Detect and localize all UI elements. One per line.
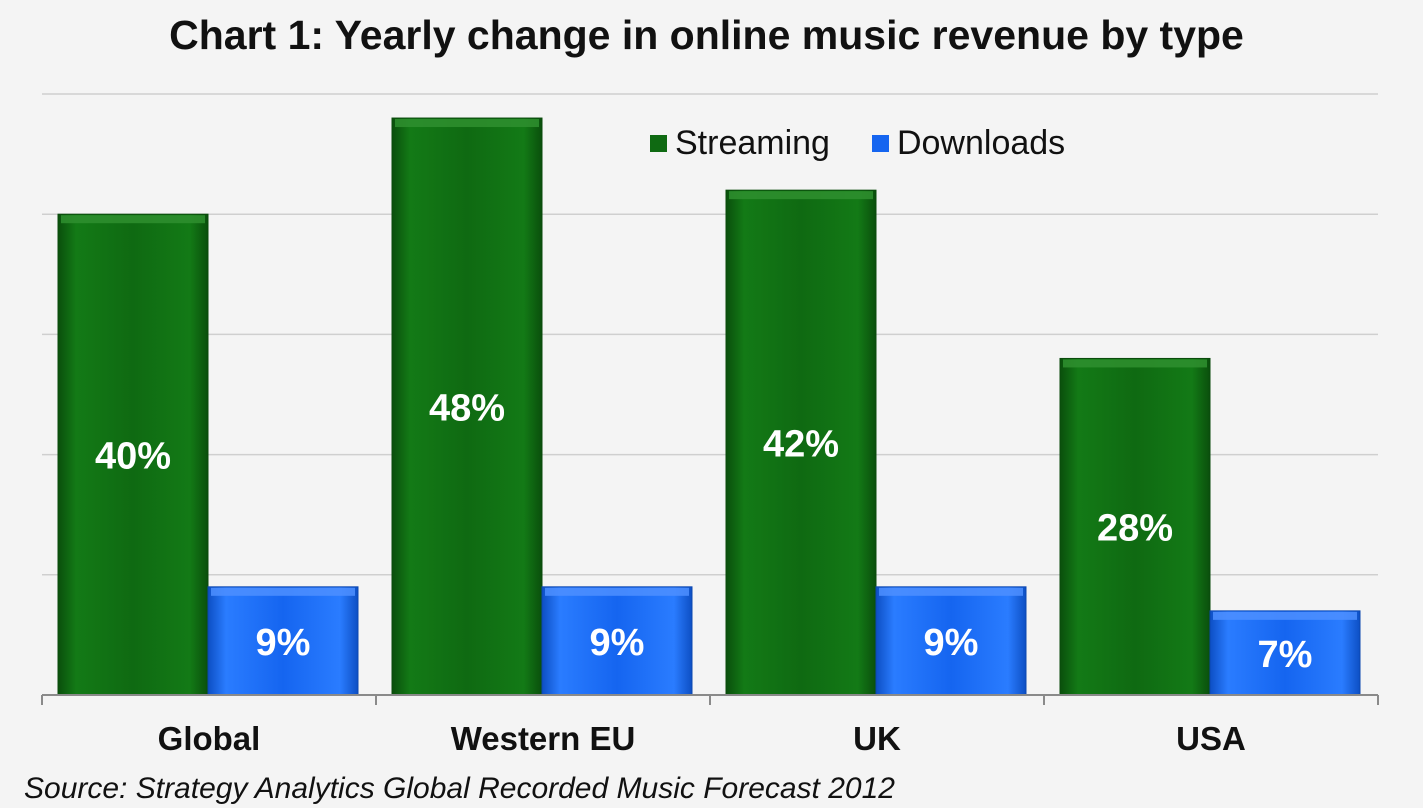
bar-bevel-downloads-global: [211, 587, 355, 596]
bar-streaming-global: [57, 213, 209, 696]
chart-title: Chart 1: Yearly change in online music r…: [169, 12, 1244, 58]
bar-downloads-western-eu: [541, 586, 693, 696]
bar-bevel-streaming-global: [61, 215, 205, 224]
bar-bevel-downloads-western-eu: [545, 587, 689, 596]
bar-bevel-streaming-uk: [729, 191, 873, 200]
bar-bevel-downloads-uk: [879, 587, 1023, 596]
bar-streaming-western-eu: [391, 117, 543, 696]
legend-label-downloads: Downloads: [896, 124, 1066, 162]
x-tick-label-western-eu: Western EU: [451, 720, 636, 757]
bar-downloads-uk: [875, 586, 1027, 696]
legend-swatch-streaming: [650, 135, 667, 152]
data-label-downloads-usa: 7%: [1258, 634, 1313, 676]
data-label-streaming-usa: 28%: [1097, 508, 1173, 550]
data-label-downloads-global: 9%: [256, 622, 311, 664]
data-label-streaming-uk: 42%: [763, 424, 839, 466]
bar-downloads-global: [207, 586, 359, 696]
x-tick-label-usa: USA: [1176, 720, 1246, 757]
legend-item-streaming: Streaming: [650, 124, 830, 163]
bar-streaming-uk: [725, 189, 877, 696]
bar-downloads-usa: [1209, 610, 1361, 696]
source-note: Source: Strategy Analytics Global Record…: [24, 772, 895, 805]
data-label-downloads-western-eu: 9%: [590, 622, 645, 664]
legend-label-streaming: Streaming: [675, 124, 830, 162]
legend-item-downloads: Downloads: [871, 124, 1066, 163]
data-label-streaming-western-eu: 48%: [429, 388, 505, 430]
bar-bevel-downloads-usa: [1213, 611, 1357, 620]
data-label-downloads-uk: 9%: [924, 622, 979, 664]
bar-bevel-streaming-usa: [1063, 359, 1207, 368]
bar-bevel-streaming-western-eu: [395, 119, 539, 128]
legend: Streaming Downloads: [650, 124, 1107, 163]
data-label-streaming-global: 40%: [95, 436, 171, 478]
bar-streaming-usa: [1059, 357, 1211, 696]
legend-swatch-downloads: [871, 135, 889, 152]
x-tick-label-uk: UK: [853, 720, 901, 757]
x-tick-label-global: Global: [158, 720, 261, 757]
